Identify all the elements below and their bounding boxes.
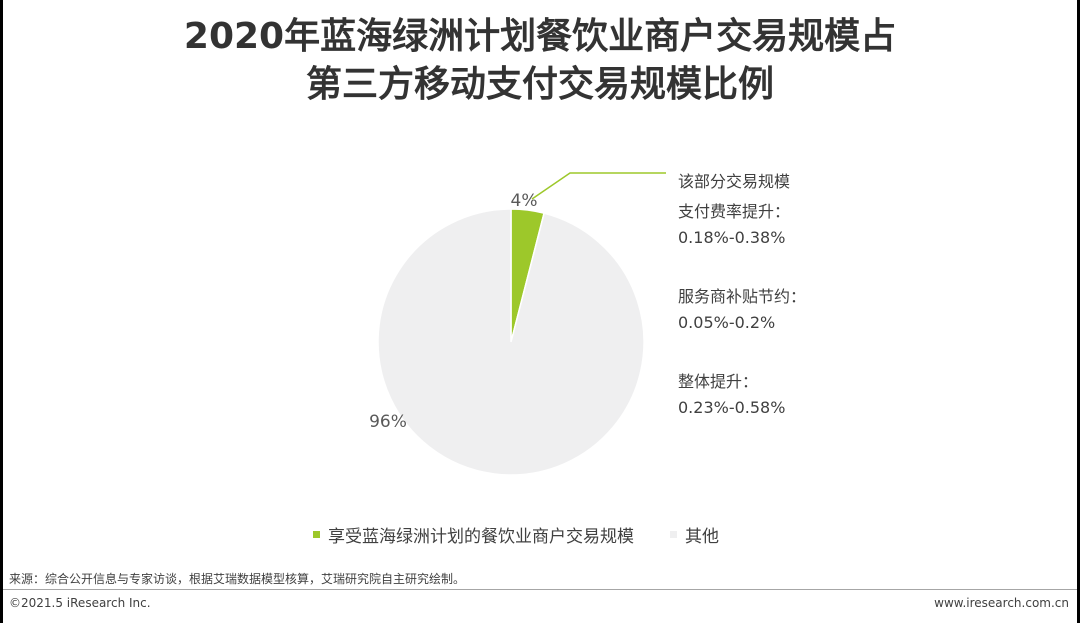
pie-chart: 4% 96% — [369, 172, 666, 476]
annotation-item-label-subsidy: 服务商补贴节约： — [678, 287, 807, 306]
annotation-item-label-fee: 支付费率提升： — [678, 202, 791, 221]
annotation-item-value-fee: 0.18%-0.38% — [678, 228, 786, 247]
annotation-item-label-total: 整体提升： — [678, 372, 759, 391]
copyright-text: ©2021.5 iResearch Inc. — [9, 596, 151, 610]
legend-swatch-other — [670, 531, 677, 538]
annotation-heading: 该部分交易规模 — [678, 172, 791, 191]
footer-divider — [3, 589, 1077, 590]
annotation-item-value-subsidy: 0.05%-0.2% — [678, 313, 776, 332]
legend-item-other: 其他 — [670, 522, 719, 547]
legend-label-other: 其他 — [685, 527, 719, 547]
chart-title-line-1: 2020年蓝海绿洲计划餐饮业商户交易规模占 — [183, 16, 897, 57]
slice-label-highlight: 4% — [511, 191, 538, 211]
chart-canvas: 2020年蓝海绿洲计划餐饮业商户交易规模占 第三方移动支付交易规模比例 4% 9… — [3, 0, 1077, 623]
pie-slice-other — [377, 208, 645, 476]
slice-label-other: 96% — [369, 412, 407, 432]
legend-label-highlight: 享受蓝海绿洲计划的餐饮业商户交易规模 — [328, 527, 634, 547]
chart-title-line-2: 第三方移动支付交易规模比例 — [305, 64, 774, 105]
legend-item-highlight: 享受蓝海绿洲计划的餐饮业商户交易规模 — [313, 522, 634, 547]
source-note: 来源：综合公开信息与专家访谈，根据艾瑞数据模型核算，艾瑞研究院自主研究绘制。 — [9, 572, 466, 586]
legend-swatch-highlight — [313, 531, 320, 538]
website-link[interactable]: www.iresearch.com.cn — [934, 596, 1069, 610]
annotation-item-value-total: 0.23%-0.58% — [678, 398, 786, 417]
annotation-leader-line — [531, 172, 666, 200]
